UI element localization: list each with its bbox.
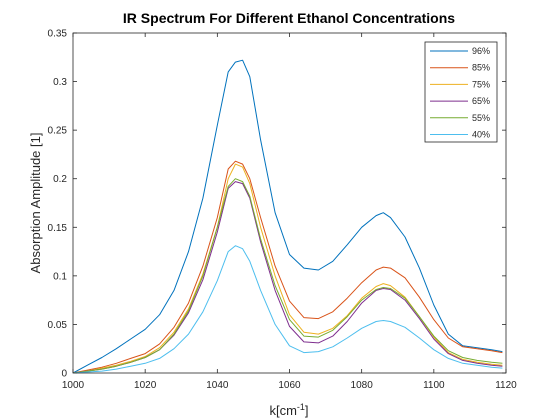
legend: 96% 85% 75% 65% 55% 40%: [424, 41, 498, 143]
series-line: [72, 59, 503, 374]
y-axis-title: Absorption Amplitude [1]: [28, 133, 43, 274]
x-axis-title-superscript: -1: [297, 402, 305, 412]
legend-label: 55%: [472, 113, 490, 123]
x-tick-label: 1080: [351, 380, 374, 391]
y-tick-label: 0.1: [53, 271, 67, 282]
series-line: [72, 245, 503, 374]
series-lines: [72, 59, 503, 374]
x-axis-title-close: ]: [305, 403, 309, 418]
x-axis-title: k[cm-1]: [269, 402, 308, 418]
x-tick-label: 1040: [206, 380, 229, 391]
legend-label: 65%: [472, 96, 490, 106]
legend-label: 75%: [472, 79, 490, 89]
x-axis-title-main: k[cm: [269, 403, 296, 418]
legend-label: 96%: [472, 46, 490, 56]
y-tick-label: 0.3: [53, 77, 67, 88]
y-tick-label: 0.2: [53, 174, 67, 185]
series-line: [72, 160, 503, 374]
legend-label: 85%: [472, 63, 490, 73]
x-tick-label: 1020: [134, 380, 157, 391]
series-line: [72, 178, 503, 374]
y-tick-label: 0.25: [48, 126, 68, 137]
y-tick-label: 0: [61, 369, 67, 380]
legend-label: 40%: [472, 130, 490, 140]
x-tick-label: 1100: [423, 380, 445, 391]
chart-title: IR Spectrum For Different Ethanol Concen…: [123, 10, 455, 26]
y-tick-label: 0.15: [48, 223, 68, 234]
legend-box: [424, 41, 498, 143]
y-tick-label: 0.05: [48, 320, 68, 331]
plot-frame: [72, 32, 507, 374]
x-tick-label: 1120: [495, 380, 517, 391]
x-tick-label: 1000: [62, 380, 85, 391]
y-tick-label: 0.35: [48, 29, 68, 40]
x-tick-label: 1060: [278, 380, 301, 391]
